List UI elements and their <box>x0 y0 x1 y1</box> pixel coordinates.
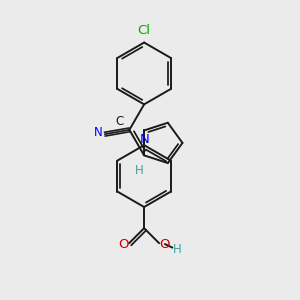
Text: H: H <box>135 164 144 177</box>
Text: O: O <box>118 238 129 250</box>
Text: Cl: Cl <box>138 24 151 37</box>
Text: N: N <box>140 133 150 146</box>
Text: O: O <box>159 238 170 250</box>
Text: N: N <box>94 126 103 139</box>
Text: C: C <box>115 115 123 128</box>
Text: H: H <box>173 243 182 256</box>
